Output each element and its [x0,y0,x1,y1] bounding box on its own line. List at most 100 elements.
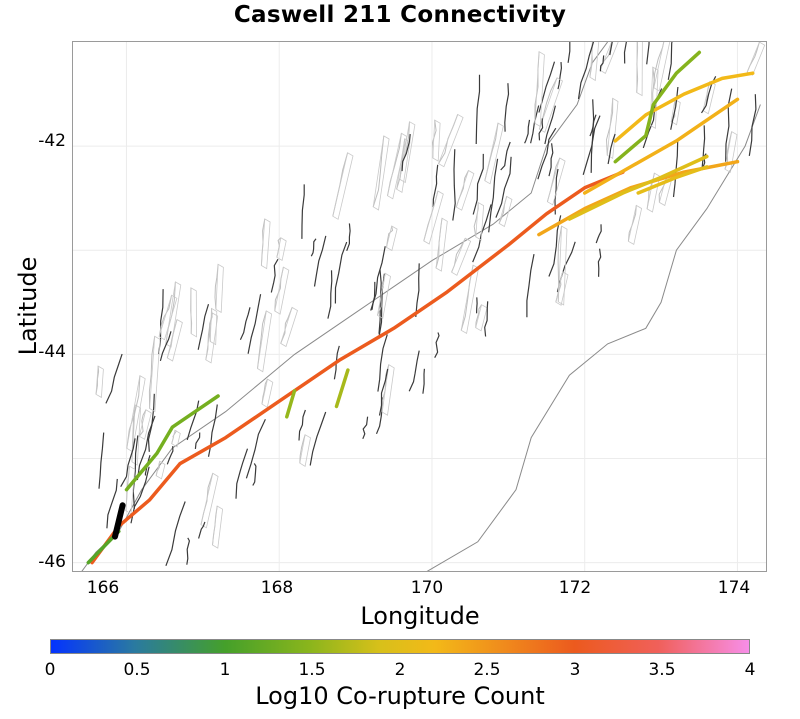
background-fault [607,133,616,165]
y-tick-label: -46 [38,552,66,572]
fault-surface [158,294,178,341]
fault-surface [95,365,104,399]
fault-surface [653,42,671,92]
fault-surface [126,374,146,453]
fault-surface [557,225,568,306]
background-fault [136,415,156,481]
background-fault [526,253,535,318]
rupture-fault[interactable] [90,170,625,565]
background-fault [538,61,556,113]
fault-surface [274,266,290,315]
fault-surface [200,472,219,529]
x-axis-label: Longitude [360,602,480,630]
background-fault [313,235,327,287]
colorbar-tick-label: 2.5 [473,660,501,680]
background-fault [106,478,118,529]
background-fault [197,304,210,350]
background-fault [158,295,173,337]
background-fault [595,224,602,244]
background-fault [408,350,420,392]
rupture-fault[interactable] [334,368,350,409]
background-fault [239,307,251,340]
background-fault [725,88,733,162]
fault-surface [215,263,224,314]
background-fault [194,432,201,449]
y-axis-label: Latitude [14,256,42,356]
map-plot-area[interactable] [72,41,767,572]
background-fault [132,435,139,509]
background-fault [748,94,757,156]
background-fault [298,409,306,441]
fault-surface [261,378,274,408]
background-fault [432,164,439,208]
rupture-fault[interactable] [124,394,220,492]
background-fault [599,55,605,72]
fault-surface [555,271,569,306]
fault-surface [636,42,643,97]
fault-surface [299,434,311,467]
fault-surface [627,204,643,246]
background-fault [475,74,481,145]
background-fault [646,42,650,65]
background-fault [422,368,425,394]
rupture-fault[interactable] [636,165,709,195]
y-tick-label: -44 [38,342,66,362]
fault-surface [438,113,464,168]
fault-surface [171,429,181,448]
fault-surface [212,505,224,549]
fault-surface [138,409,152,440]
background-fault [147,393,155,452]
fault-surface [332,152,354,220]
background-fault [667,42,673,80]
background-fault [701,125,706,170]
fault-surface [498,195,513,228]
fault-surface [149,335,161,413]
background-fault [261,378,268,405]
background-fault [537,127,557,180]
source-fault[interactable] [112,502,126,540]
fault-surface [381,364,395,416]
background-fault [310,238,317,257]
background-fault [378,368,389,416]
fault-surface [399,121,416,184]
coastline-east [426,104,761,571]
rupture-fault[interactable] [613,50,702,164]
background-fault [372,135,385,207]
background-fault [452,149,456,221]
background-fault [670,86,679,130]
background-fault [415,263,420,318]
fault-surface [376,272,391,320]
background-fault [548,143,554,177]
background-fault [166,446,174,465]
background-fault [198,521,206,539]
background-fault [159,331,172,362]
fault-surface [209,307,218,346]
background-fault [524,119,531,144]
background-fault [270,258,279,293]
fault-surface [396,138,411,194]
background-fault [334,241,348,304]
background-fault [98,432,105,489]
background-fault [599,42,613,71]
fault-surface [125,465,136,515]
background-fault [301,184,305,239]
background-fault [623,42,627,64]
background-fault [386,225,394,248]
rupture-fault[interactable] [567,154,709,221]
rupture-fault[interactable] [613,71,755,143]
rupture-fault[interactable] [285,389,297,419]
background-fault [186,400,200,441]
rupture-fault[interactable] [582,97,740,195]
background-fault [484,301,489,337]
x-tick-label: 172 [558,578,592,598]
background-fault [597,248,602,277]
fault-surface [538,77,563,133]
background-fault [247,294,262,354]
colorbar-tick-label: 4 [744,660,756,680]
background-fault [504,83,510,132]
background-fault [377,334,388,392]
fault-surface [724,130,738,173]
colorbar-tick-label: 2 [394,660,406,680]
fault-surface [599,42,619,74]
background-fault [245,419,266,479]
